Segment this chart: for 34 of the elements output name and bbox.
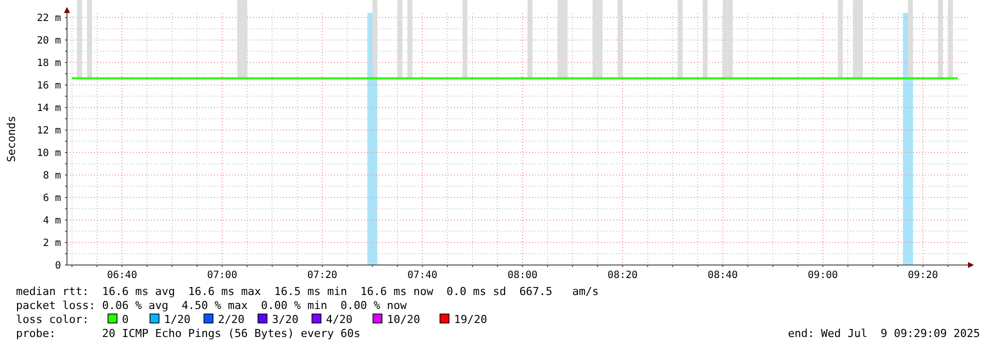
y-tick-label: 4 m — [42, 216, 61, 226]
legend-label: 4/20 — [326, 313, 352, 326]
x-tick-label: 08:40 — [708, 270, 738, 281]
x-tick-label: 08:20 — [608, 270, 638, 281]
y-tick-label: 16 m — [36, 80, 61, 92]
y-tick-label: 10 m — [36, 148, 61, 159]
y-tick-label: 0 — [54, 260, 61, 272]
y-axis-title: Seconds — [5, 116, 18, 162]
y-tick-label: 6 m — [42, 193, 61, 204]
text: end: Wed Jul 9 09:29:09 2025 — [788, 327, 980, 340]
x-tick-label: 07:20 — [307, 270, 338, 281]
x-tick-label: 09:00 — [808, 270, 838, 281]
legend-label: 19/20 — [454, 313, 488, 326]
y-tick-label: 14 m — [36, 103, 61, 114]
y-tick-label: 2 m — [42, 238, 61, 249]
legend-label: 0 — [122, 313, 129, 326]
y-tick-label: 8 m — [42, 170, 61, 182]
legend-label: 3/20 — [272, 313, 298, 326]
x-tick-label: 08:00 — [507, 270, 538, 281]
legend-label: 2/20 — [218, 313, 244, 326]
text: packet loss: 0.06 % avg 4.50 % max 0.00 % min 0.00 % now — [16, 299, 408, 312]
x-tick-label: 07:00 — [207, 270, 238, 281]
legend-label: 1/20 — [164, 313, 190, 326]
text: probe: 20 ICMP Echo Pings (56 Bytes) every 60s — [16, 327, 360, 340]
x-tick-label: 06:40 — [107, 270, 138, 281]
x-tick-label: 07:40 — [407, 270, 438, 281]
y-tick-label: 20 m — [36, 36, 61, 46]
text: median rtt: 16.6 ms avg 16.6 ms max 16.5 ms min 16.6 ms now 0.0 ms sd 667.5 am/s — [16, 285, 599, 298]
y-tick-label: 22 m — [36, 13, 61, 24]
y-tick-label: 12 m — [36, 126, 61, 136]
legend-label: 10/20 — [387, 313, 420, 326]
x-tick-label: 09:20 — [908, 270, 938, 281]
legend-title: loss color: — [16, 313, 89, 326]
y-tick-label: 18 m — [36, 58, 61, 69]
